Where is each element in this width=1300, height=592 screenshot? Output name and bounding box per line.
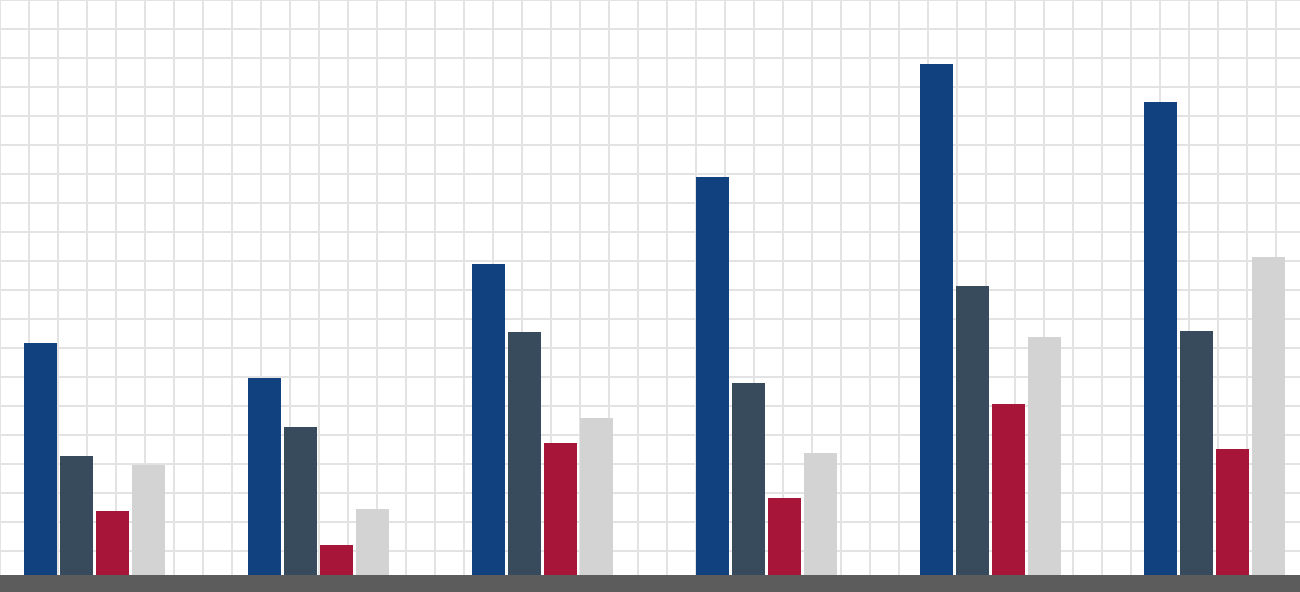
bar-s2 — [284, 427, 317, 575]
bar-group — [696, 0, 837, 575]
bar-group — [24, 0, 165, 575]
bar-group — [248, 0, 389, 575]
bar-s3 — [1216, 449, 1249, 575]
bar-s2 — [60, 456, 93, 575]
bar-s1 — [24, 343, 57, 575]
bar-group — [1144, 0, 1285, 575]
bar-s3 — [96, 511, 129, 575]
bar-s4 — [132, 465, 165, 575]
bar-s4 — [356, 509, 389, 575]
bar-s2 — [732, 383, 765, 575]
bar-s1 — [248, 378, 281, 575]
bar-s3 — [992, 404, 1025, 575]
bar-group — [472, 0, 613, 575]
bar-s1 — [1144, 102, 1177, 575]
bar-s2 — [956, 286, 989, 575]
chart-container — [0, 0, 1300, 592]
bar-s3 — [320, 545, 353, 575]
bar-s2 — [1180, 331, 1213, 575]
bar-s2 — [508, 332, 541, 575]
bar-s4 — [580, 418, 613, 575]
bar-s1 — [696, 177, 729, 575]
bar-s1 — [920, 64, 953, 575]
bar-s1 — [472, 264, 505, 575]
bar-s4 — [1028, 337, 1061, 575]
bar-group — [920, 0, 1061, 575]
bar-s3 — [544, 443, 577, 575]
bar-s4 — [1252, 257, 1285, 575]
x-axis — [0, 575, 1300, 592]
bar-s3 — [768, 498, 801, 575]
bar-s4 — [804, 453, 837, 575]
plot-area — [0, 0, 1300, 575]
